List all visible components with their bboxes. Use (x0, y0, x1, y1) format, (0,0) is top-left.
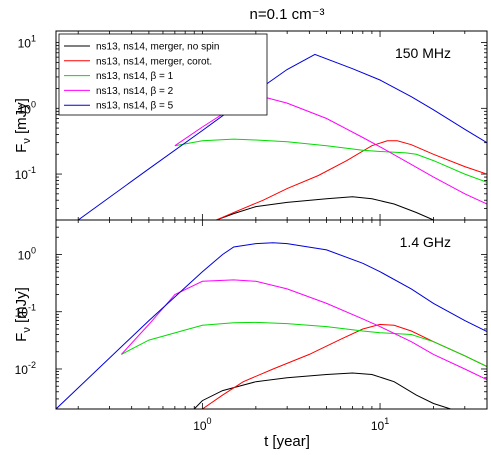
y-axis-label-unit: [mJy] (13, 287, 30, 327)
series-group (56, 242, 487, 409)
x-tick-label-exponent: 0 (207, 416, 212, 426)
y-tick-label: 101 (18, 34, 36, 51)
series-ns_merger_corot (216, 140, 487, 220)
legend: ns13, ns14, merger, no spin ns13, ns14, m… (58, 33, 268, 116)
series-beta2 (121, 279, 487, 381)
series-ns_merger_corot (202, 323, 487, 409)
y-tick-label-exponent: 1 (31, 34, 36, 44)
y-axis-label: Fν [mJy] (13, 287, 33, 342)
chart-title: n=0.1 cm⁻³ (249, 6, 324, 23)
y-axis-label-unit: [mJy] (13, 98, 30, 138)
series-beta1 (121, 321, 487, 368)
legend-entry: ns13, ns14, merger, no spin (96, 42, 219, 53)
x-axis-label: t [year] (264, 433, 310, 450)
series-beta1 (174, 138, 487, 183)
x-tick-label: 101 (371, 416, 389, 433)
panel-annotation: 150 MHz (395, 45, 451, 61)
y-tick-label-exponent: -2 (28, 360, 36, 370)
y-tick-label: 10-2 (15, 360, 36, 377)
y-tick-label: 100 (18, 245, 36, 262)
series-ns_merger_nospin (216, 196, 434, 220)
y-tick-label-exponent: 0 (31, 245, 36, 255)
y-axis-label-subscript: ν (21, 327, 33, 333)
legend-box (58, 33, 268, 116)
legend-entry: ns13, ns14, merger, corot. (96, 56, 212, 67)
panel-annotation: 1.4 GHz (400, 234, 451, 250)
y-tick-label-exponent: -1 (28, 165, 36, 175)
legend-entry: ns13, ns14, β = 2 (96, 86, 174, 97)
y-axis-label-subscript: ν (21, 138, 33, 144)
x-tick-label: 100 (193, 416, 211, 433)
y-tick-label: 10-1 (15, 165, 36, 182)
x-tick-label-exponent: 1 (384, 416, 389, 426)
plot-frame (55, 219, 488, 410)
legend-entry: ns13, ns14, β = 5 (96, 101, 174, 112)
legend-entry: ns13, ns14, β = 1 (96, 71, 174, 82)
series-beta5 (56, 242, 487, 409)
y-tick-label-exponent: -1 (28, 303, 36, 313)
series-beta5 (77, 53, 487, 220)
y-tick-label-exponent: 0 (31, 99, 36, 109)
series-ns_merger_nospin (193, 372, 451, 409)
